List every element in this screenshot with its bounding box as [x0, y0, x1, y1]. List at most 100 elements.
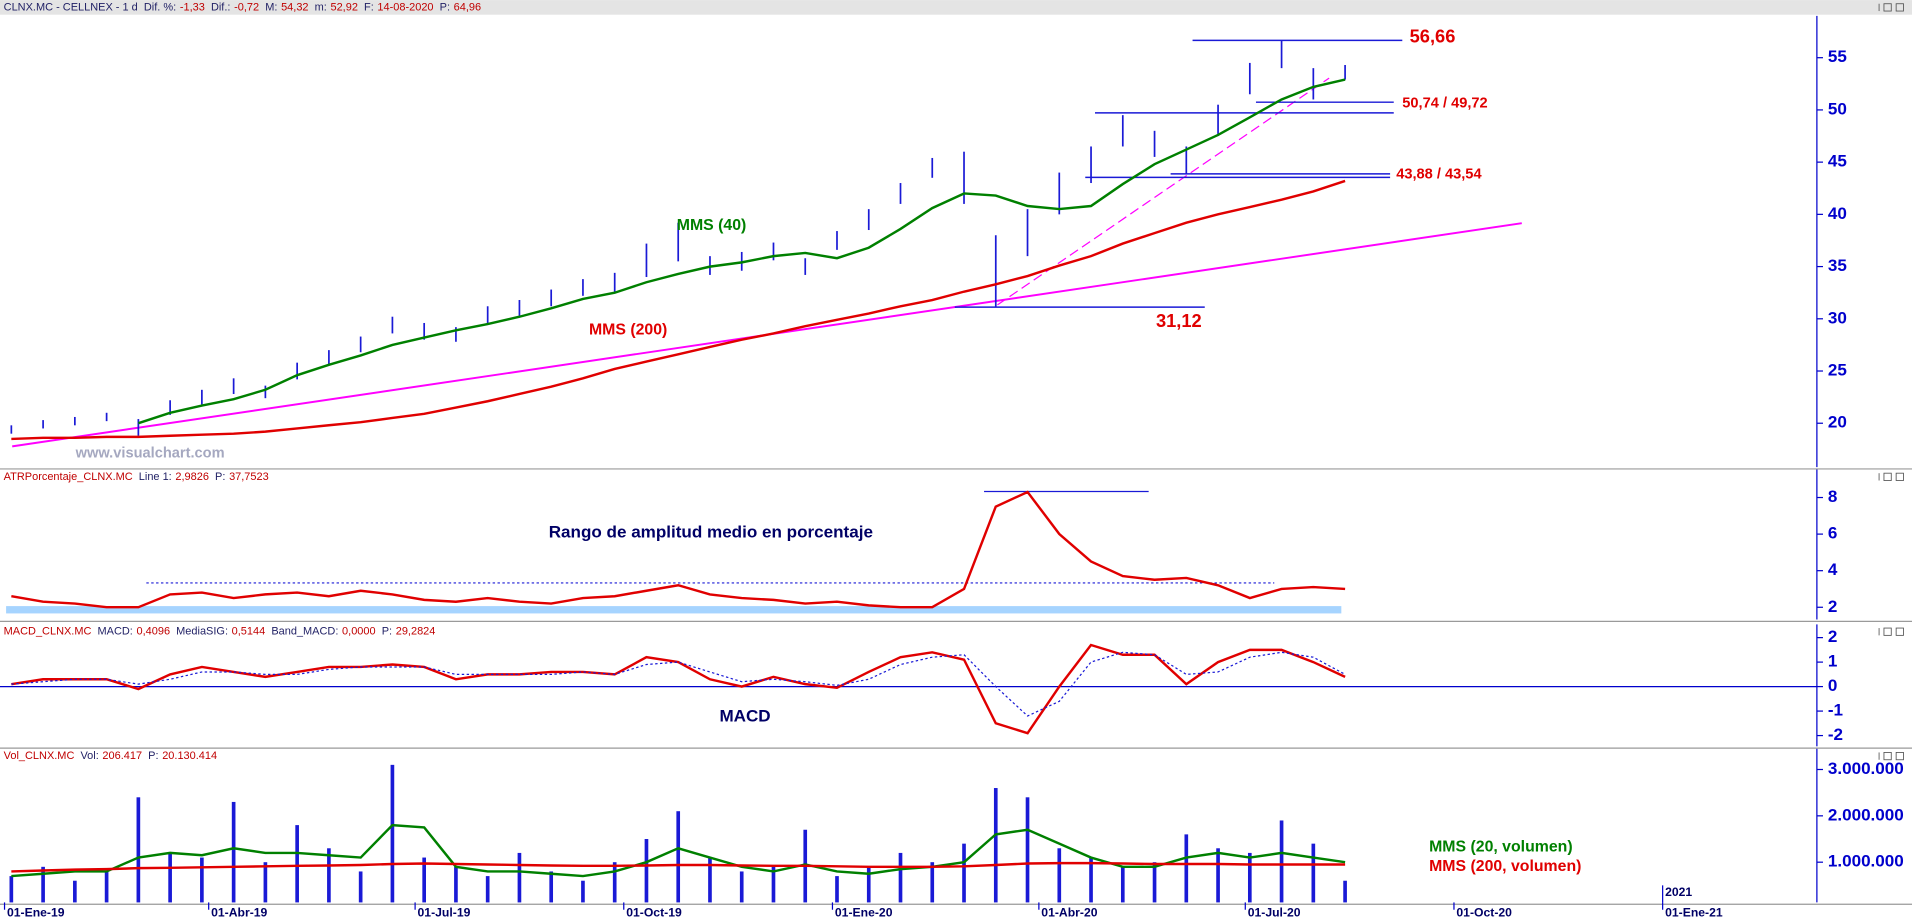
- y-tick-label: 2: [1828, 627, 1837, 646]
- header-value: 20.130.414: [162, 750, 217, 762]
- header-value: 14-08-2020: [377, 1, 433, 13]
- volume-bar: [1089, 857, 1093, 903]
- panel-header: CLNX.MC - CELLNEX - 1 d Dif. %: -1,33 Dif.:…: [4, 1, 481, 13]
- volume-bar: [517, 852, 522, 903]
- header-label: F:: [364, 1, 374, 13]
- x-tick-label: 01-Ene-19: [7, 906, 65, 920]
- series-line: [11, 823, 1346, 878]
- window-button: [1883, 752, 1892, 761]
- volume-bar: [9, 876, 14, 903]
- volume-bar: [422, 857, 426, 903]
- x-tick-label: 01-Jul-19: [418, 906, 471, 920]
- header-label: Line 1:: [139, 471, 172, 483]
- window-button: [1883, 3, 1892, 12]
- header-label: MediaSIG:: [176, 626, 228, 638]
- year-marker-label: 2021: [1665, 885, 1692, 899]
- window-button: [1871, 3, 1880, 12]
- y-tick-label: 8: [1828, 487, 1837, 506]
- header-label: P:: [148, 750, 158, 762]
- header-label: P:: [382, 626, 392, 638]
- header-value: 0,4096: [137, 626, 171, 638]
- window-button: [1871, 752, 1880, 761]
- header-name: MACD_CLNX.MC: [4, 626, 92, 638]
- x-tick-label: 01-Oct-20: [1456, 906, 1512, 920]
- window-button: [1895, 472, 1904, 481]
- header-value: 206.417: [102, 750, 142, 762]
- x-tick-label: 01-Abr-20: [1041, 906, 1097, 920]
- series-line: [11, 643, 1346, 735]
- volume-bar: [866, 866, 871, 903]
- series-label: MMS (200): [589, 322, 667, 339]
- window-button: [1895, 752, 1904, 761]
- volume-bar: [1247, 852, 1252, 903]
- header-label: Dif. %:: [144, 1, 176, 13]
- volume-bar: [200, 857, 204, 903]
- volume-bar: [581, 880, 585, 903]
- header-label: P:: [440, 1, 450, 13]
- y-tick-label: 6: [1828, 524, 1837, 543]
- volume-bar: [1279, 820, 1284, 903]
- series-label: MMS (20, volumen): [1429, 839, 1573, 856]
- volume-bar: [1120, 866, 1125, 903]
- volume-bar: [231, 801, 236, 903]
- series-label: MMS (40): [677, 217, 747, 234]
- y-tick-label: 2.000.000: [1828, 805, 1904, 824]
- header-value: -1,33: [180, 1, 205, 13]
- y-tick-label: -2: [1828, 725, 1843, 744]
- y-tick-label: 50: [1828, 99, 1847, 118]
- header-value: 52,92: [330, 1, 357, 13]
- panel-header: Vol_CLNX.MC Vol: 206.417 P: 20.130.414: [4, 750, 217, 762]
- series-line: [11, 490, 1346, 609]
- panel-title: MACD: [719, 707, 770, 726]
- volume-bar: [1311, 843, 1316, 903]
- volume-bar: [993, 788, 998, 903]
- volume-bar: [962, 843, 966, 903]
- series-line: [11, 861, 1346, 873]
- header-label: MACD:: [98, 626, 133, 638]
- panel-header: MACD_CLNX.MC MACD: 0,4096 MediaSIG: 0,5144 Ba…: [4, 626, 436, 638]
- volume-bar: [739, 871, 744, 903]
- volume-bar: [771, 866, 776, 903]
- header-value: -0,72: [234, 1, 259, 13]
- level-label: 56,66: [1410, 26, 1456, 47]
- panel-header: ATRPorcentaje_CLNX.MC Line 1: 2,9826 P: 37,7…: [4, 471, 269, 483]
- header-value: 29,2824: [396, 626, 436, 638]
- window-button: [1871, 627, 1880, 636]
- volume-bar: [390, 764, 395, 903]
- x-tick-label: 01-Ene-20: [835, 906, 893, 920]
- y-tick-label: 25: [1828, 361, 1847, 380]
- y-tick-label: -1: [1828, 701, 1844, 720]
- header-bar: [0, 0, 1912, 15]
- volume-bar: [835, 876, 839, 903]
- volume-bar: [898, 852, 903, 903]
- volume-bar: [1343, 880, 1347, 903]
- header-label: Band_MACD:: [271, 626, 338, 638]
- window-button: [1895, 627, 1904, 636]
- y-tick-label: 40: [1828, 204, 1847, 223]
- volume-bar: [1025, 797, 1030, 903]
- window-button: [1883, 472, 1892, 481]
- x-tick-label: 01-Abr-19: [211, 906, 267, 920]
- header-label: Vol:: [80, 750, 98, 762]
- level-label: 43,88 / 43,54: [1396, 166, 1482, 182]
- volume-bar: [644, 839, 649, 903]
- series-label: MMS (200, volumen): [1429, 858, 1581, 875]
- y-tick-label: 30: [1828, 308, 1847, 327]
- y-tick-label: 4: [1828, 560, 1838, 579]
- x-tick-label: 01-Ene-21: [1665, 906, 1723, 920]
- series-line: [11, 651, 1346, 717]
- header-value: 0,0000: [342, 626, 376, 638]
- volume-bar: [136, 797, 141, 903]
- x-tick-label: 01-Jul-20: [1248, 906, 1301, 920]
- y-tick-label: 20: [1828, 413, 1847, 432]
- header-label: P:: [215, 471, 225, 483]
- volume-bar: [358, 871, 363, 903]
- window-button: [1871, 472, 1880, 481]
- header-name: ATRPorcentaje_CLNX.MC: [4, 471, 133, 483]
- volume-bar: [168, 852, 172, 903]
- volume-bar: [73, 880, 77, 903]
- volume-bar: [708, 857, 712, 903]
- volume-bar: [549, 871, 554, 903]
- header-value: 37,7523: [229, 471, 269, 483]
